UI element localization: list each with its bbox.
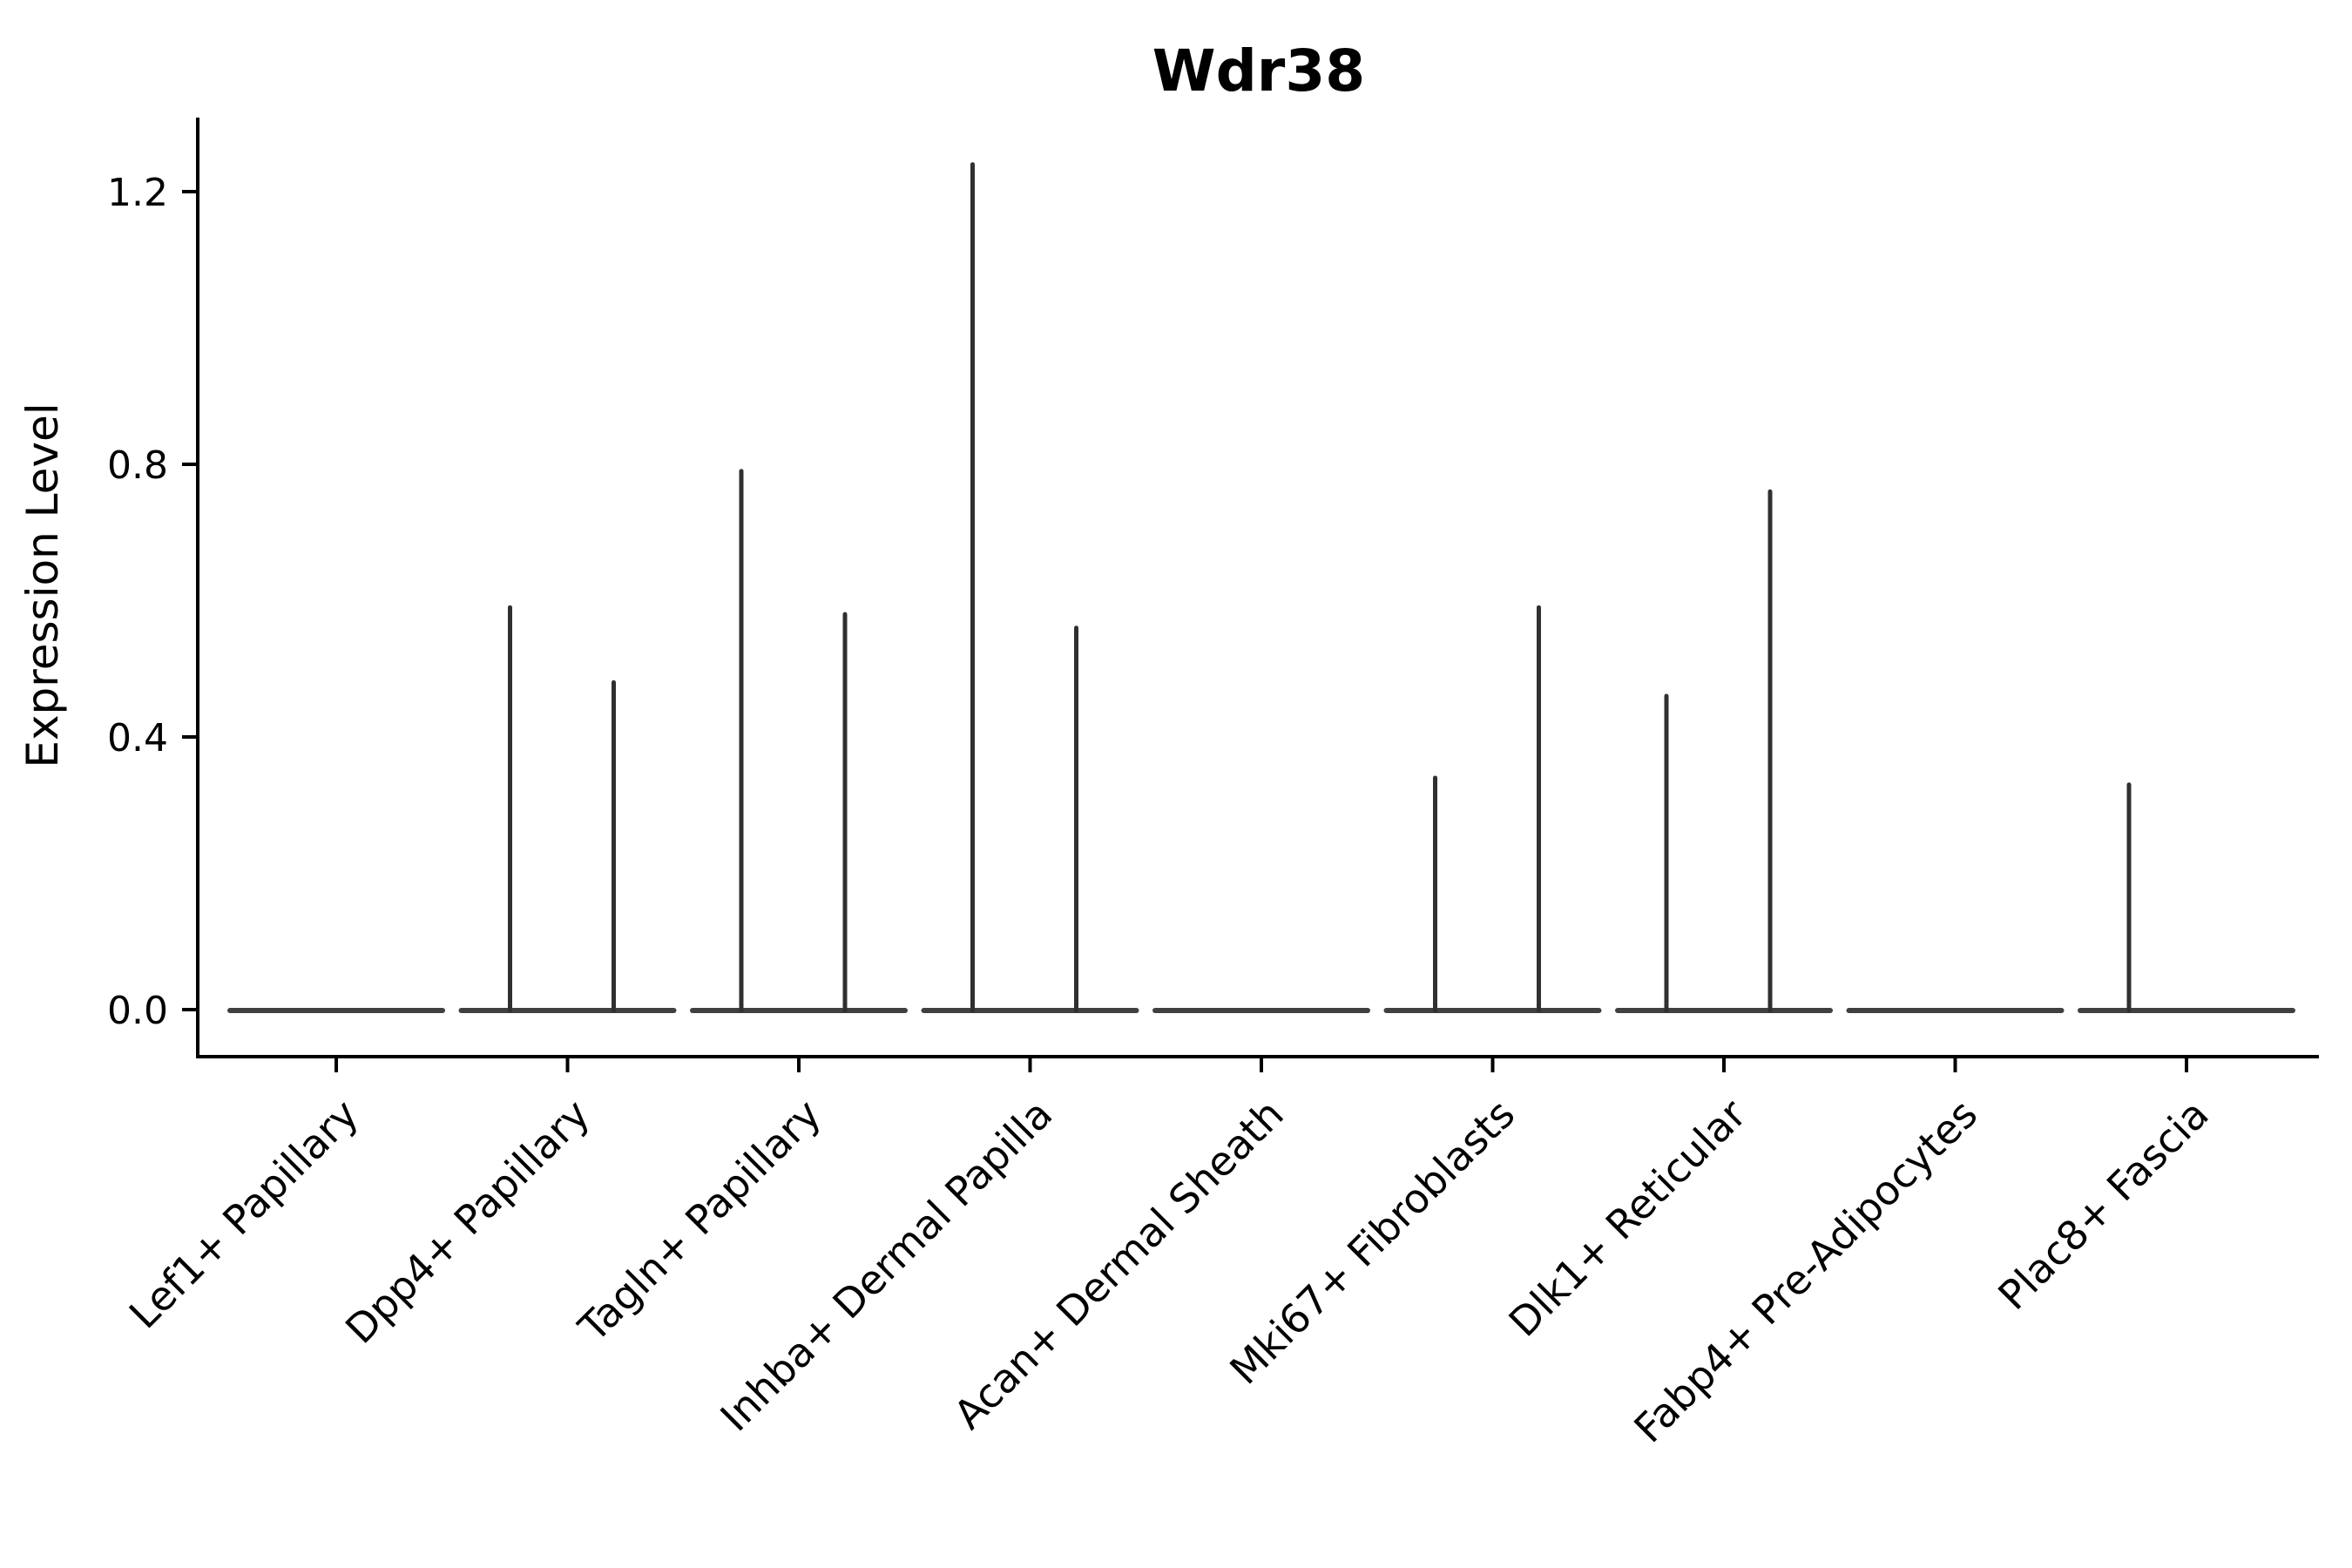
- violins-layer: [227, 162, 2295, 1013]
- x-tick-label: Plac8+ Fascia: [1989, 1091, 2217, 1319]
- y-tick-label: 0.0: [107, 989, 168, 1033]
- axes-layer: [196, 118, 2319, 1058]
- x-tick-label: Lef1+ Papillary: [120, 1091, 368, 1338]
- chart-title: Wdr38: [1152, 37, 1365, 105]
- y-axis-label: Expression Level: [17, 402, 68, 767]
- y-tick-label: 0.4: [107, 716, 168, 760]
- x-tick-label: Tagln+ Papillary: [569, 1091, 830, 1352]
- y-tick-label: 1.2: [107, 171, 168, 215]
- y-tick-label: 0.8: [107, 443, 168, 488]
- x-tick-label: Dlk1+ Reticular: [1500, 1091, 1755, 1346]
- y-ticks-layer: 0.0 0.4 0.8 1.2: [107, 171, 198, 1033]
- x-tick-label: Dpp4+ Papillary: [336, 1091, 598, 1353]
